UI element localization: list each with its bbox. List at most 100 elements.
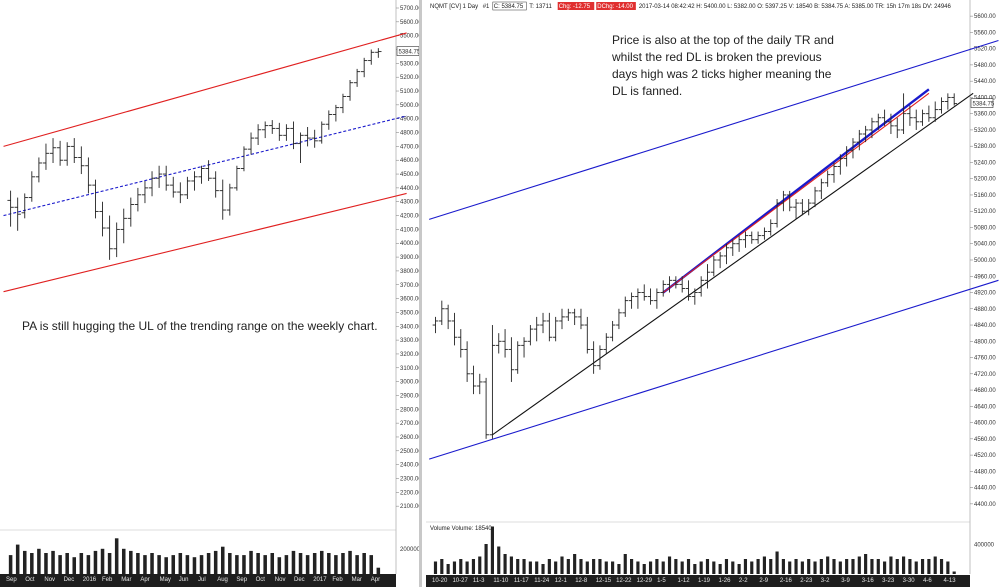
y-tick-label: 5240.00	[974, 160, 996, 166]
ohlc-bar	[304, 127, 311, 147]
ohlc-bar	[869, 117, 875, 139]
ohlc-bar	[761, 227, 768, 240]
ohlc-bar	[755, 231, 761, 244]
ohlc-bar	[134, 187, 142, 212]
y-tick-label: 2600.00	[400, 435, 420, 441]
ohlc-bar	[155, 165, 163, 188]
ohlc-bar	[464, 341, 470, 382]
y-tick-label: 2200.00	[400, 490, 420, 496]
ohlc-bar	[540, 312, 546, 334]
ohlc-bar	[346, 79, 354, 101]
x-tick-label: 2-16	[780, 578, 793, 584]
ohlc-bar	[451, 312, 458, 346]
x-axis-band	[0, 574, 396, 587]
ohlc-bar	[318, 121, 325, 144]
y-tick-label: 5080.00	[974, 225, 996, 231]
y-tick-label: 4400.00	[400, 186, 420, 192]
y-tick-label: 5120.00	[974, 209, 996, 215]
y-tick-label: 5200.00	[974, 177, 996, 183]
y-tick-label: 5480.00	[974, 63, 996, 69]
y-tick-label: 2700.00	[400, 421, 420, 427]
x-tick-label: Jul	[198, 577, 206, 583]
y-tick-label: 3800.00	[400, 269, 420, 275]
volume-tick-label: 2000000	[400, 547, 420, 553]
ohlc-bar	[212, 171, 219, 198]
x-tick-label: 3-23	[882, 578, 895, 584]
ohlc-bar	[219, 179, 226, 220]
ohlc-bar	[793, 199, 799, 220]
red-trend-line	[3, 192, 407, 293]
x-tick-label: Feb	[332, 577, 343, 583]
ohlc-bar	[495, 333, 502, 354]
ohlc-bar	[856, 129, 863, 151]
header-dchg: DChg: -14.00	[597, 4, 633, 10]
y-tick-label: 5280.00	[974, 144, 996, 150]
x-tick-label: 3-30	[903, 578, 916, 584]
y-tick-label: 5700.00	[400, 6, 420, 12]
ohlc-bar	[679, 276, 686, 293]
red-trend-line	[3, 32, 407, 147]
ohlc-bar	[850, 138, 856, 159]
ohlc-bar	[767, 219, 774, 236]
x-tick-label: Mar	[352, 577, 362, 583]
ohlc-bar	[723, 243, 730, 265]
ohlc-bar	[353, 68, 361, 87]
x-tick-label: Dec	[64, 577, 75, 583]
ohlc-bar	[521, 337, 527, 358]
ohlc-bar	[862, 125, 869, 143]
ohlc-bar	[736, 235, 742, 252]
ohlc-bar	[127, 197, 135, 227]
ohlc-bar	[233, 165, 241, 191]
ohlc-bar	[360, 57, 368, 78]
ohlc-bar	[92, 179, 99, 219]
x-tick-label: 4-6	[923, 578, 932, 584]
x-tick-label: Jun	[179, 577, 189, 583]
y-tick-label: 4000.00	[400, 241, 420, 247]
ohlc-bar	[56, 140, 64, 166]
y-tick-label: 4920.00	[974, 291, 996, 297]
y-tick-label: 2400.00	[400, 463, 420, 469]
x-tick-label: Oct	[25, 577, 35, 583]
black-trend-line	[492, 92, 974, 436]
ohlc-bar	[641, 284, 648, 301]
ohlc-bar	[622, 296, 629, 317]
ohlc-bar	[780, 190, 787, 212]
ohlc-bar	[647, 288, 654, 305]
ohlc-bar	[42, 143, 50, 170]
ohlc-bar	[831, 162, 837, 183]
weekly-chart: 2100.00 2200.00 2300.00 2400.00 2500.00 2600.…	[0, 0, 420, 587]
x-tick-label: 11-3	[473, 578, 485, 584]
y-tick-label: 4500.00	[400, 172, 420, 178]
ohlc-bar	[445, 304, 451, 330]
x-tick-label: Sep	[236, 577, 247, 583]
ohlc-bar	[913, 109, 920, 130]
ohlc-bar	[247, 132, 255, 155]
y-tick-label: 5000.00	[974, 258, 996, 264]
ohlc-bar	[818, 178, 825, 200]
y-tick-label: 4560.00	[974, 437, 996, 443]
ohlc-bar	[907, 105, 913, 126]
x-tick-label: 2017	[313, 577, 327, 583]
x-tick-label: 3-2	[821, 578, 830, 584]
ohlc-bar	[843, 146, 850, 167]
x-tick-label: Apr	[140, 577, 149, 583]
x-tick-label: 3-16	[862, 578, 875, 584]
x-tick-label: 12-1	[555, 578, 568, 584]
price-tag-box	[970, 98, 994, 108]
ohlc-bar	[261, 121, 269, 139]
ohlc-bar	[432, 316, 439, 334]
ohlc-bar	[514, 341, 521, 374]
ohlc-bar	[35, 157, 43, 183]
header-last-bg	[492, 1, 527, 11]
x-tick-label: Sep	[6, 577, 17, 583]
panel-divider[interactable]	[419, 0, 422, 587]
ohlc-bar	[49, 138, 57, 163]
y-tick-label: 5500.00	[400, 34, 420, 40]
y-tick-label: 4880.00	[974, 307, 996, 313]
daily-chart: 4400.00 4440.00 4480.00 4520.00 4560.00 4600.…	[426, 0, 999, 587]
ohlc-bar	[824, 170, 831, 187]
ohlc-bar	[476, 373, 483, 395]
blue-trend-line	[428, 39, 999, 220]
ohlc-bar	[170, 176, 177, 198]
y-tick-label: 3500.00	[400, 310, 420, 316]
